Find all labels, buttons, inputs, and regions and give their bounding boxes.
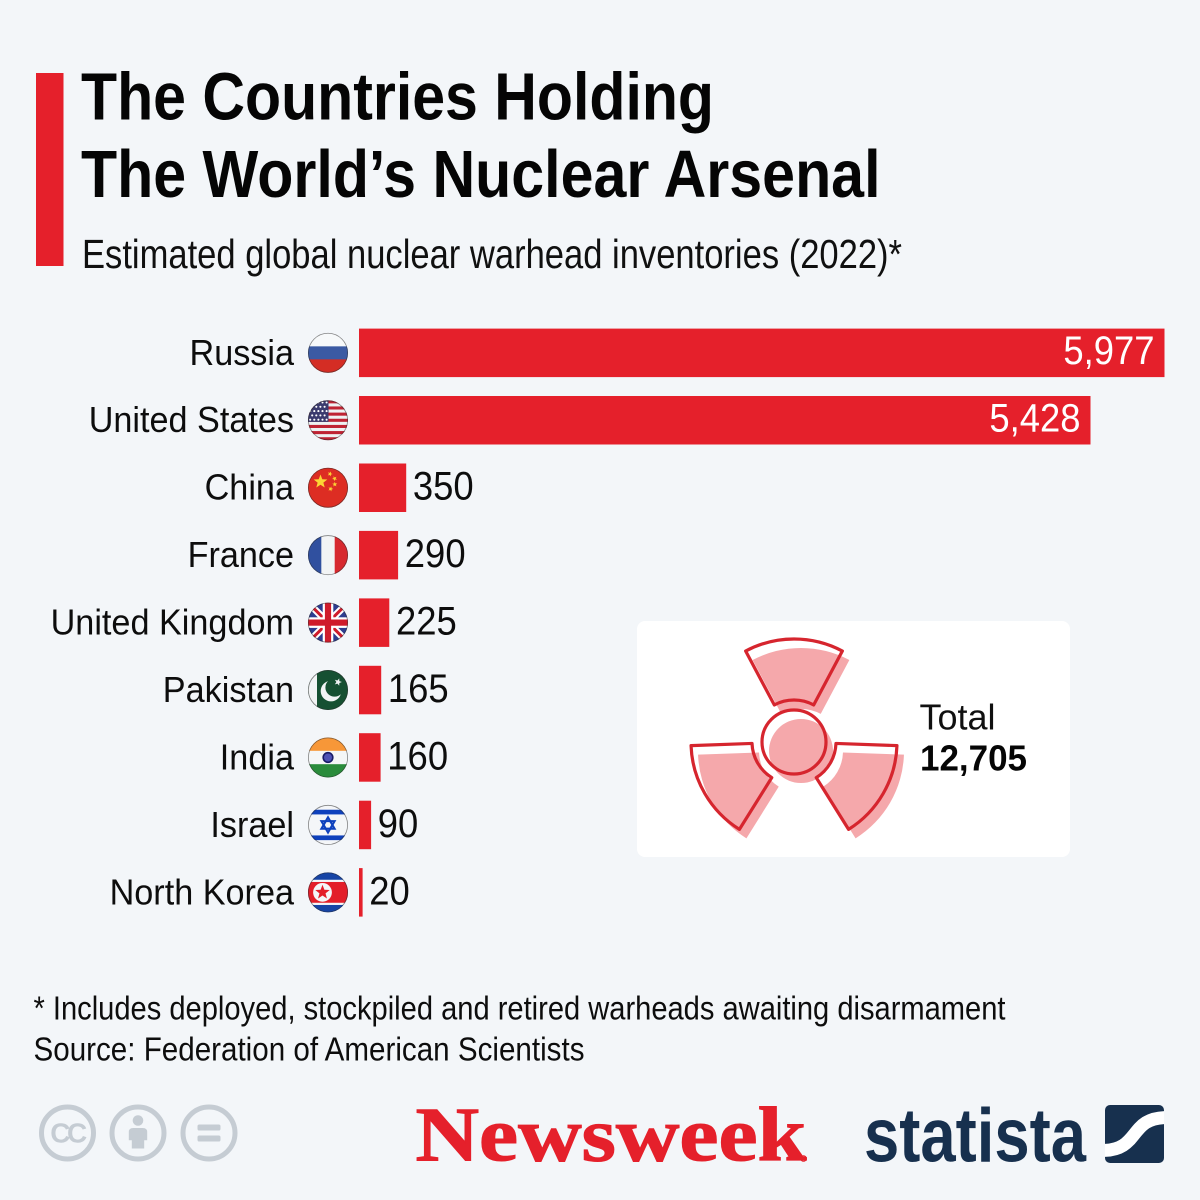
svg-text:Russia: Russia — [190, 332, 295, 373]
svg-text:165: 165 — [388, 667, 449, 711]
svg-text:United Kingdom: United Kingdom — [51, 602, 294, 643]
svg-text:China: China — [205, 467, 295, 508]
svg-text:160: 160 — [387, 734, 448, 778]
svg-text:CC: CC — [50, 1118, 87, 1149]
svg-text:United States: United States — [89, 399, 294, 440]
svg-text:5,977: 5,977 — [1063, 329, 1154, 373]
svg-text:The World’s Nuclear Arsenal: The World’s Nuclear Arsenal — [81, 137, 881, 212]
svg-text:Estimated global nuclear warhe: Estimated global nuclear warhead invento… — [82, 231, 902, 277]
svg-text:Pakistan: Pakistan — [163, 669, 294, 710]
svg-text:India: India — [220, 736, 295, 777]
svg-text:The Countries Holding: The Countries Holding — [81, 60, 714, 135]
svg-text:Source: Federation of American: Source: Federation of American Scientist… — [34, 1030, 585, 1067]
svg-text:20: 20 — [369, 869, 410, 913]
svg-text:90: 90 — [378, 802, 419, 846]
svg-text:Israel: Israel — [210, 804, 294, 845]
svg-text:Newsweek: Newsweek — [416, 1092, 807, 1178]
svg-text:Total: Total — [920, 696, 996, 737]
svg-text:12,705: 12,705 — [920, 738, 1027, 779]
svg-text:North Korea: North Korea — [110, 871, 295, 912]
svg-text:350: 350 — [413, 465, 474, 509]
svg-text:statista: statista — [864, 1094, 1087, 1179]
svg-text:5,428: 5,428 — [989, 397, 1080, 441]
svg-text:France: France — [188, 534, 294, 575]
svg-text:* Includes deployed, stockpile: * Includes deployed, stockpiled and reti… — [34, 989, 1006, 1026]
svg-text:225: 225 — [396, 600, 457, 644]
svg-text:290: 290 — [405, 532, 466, 576]
